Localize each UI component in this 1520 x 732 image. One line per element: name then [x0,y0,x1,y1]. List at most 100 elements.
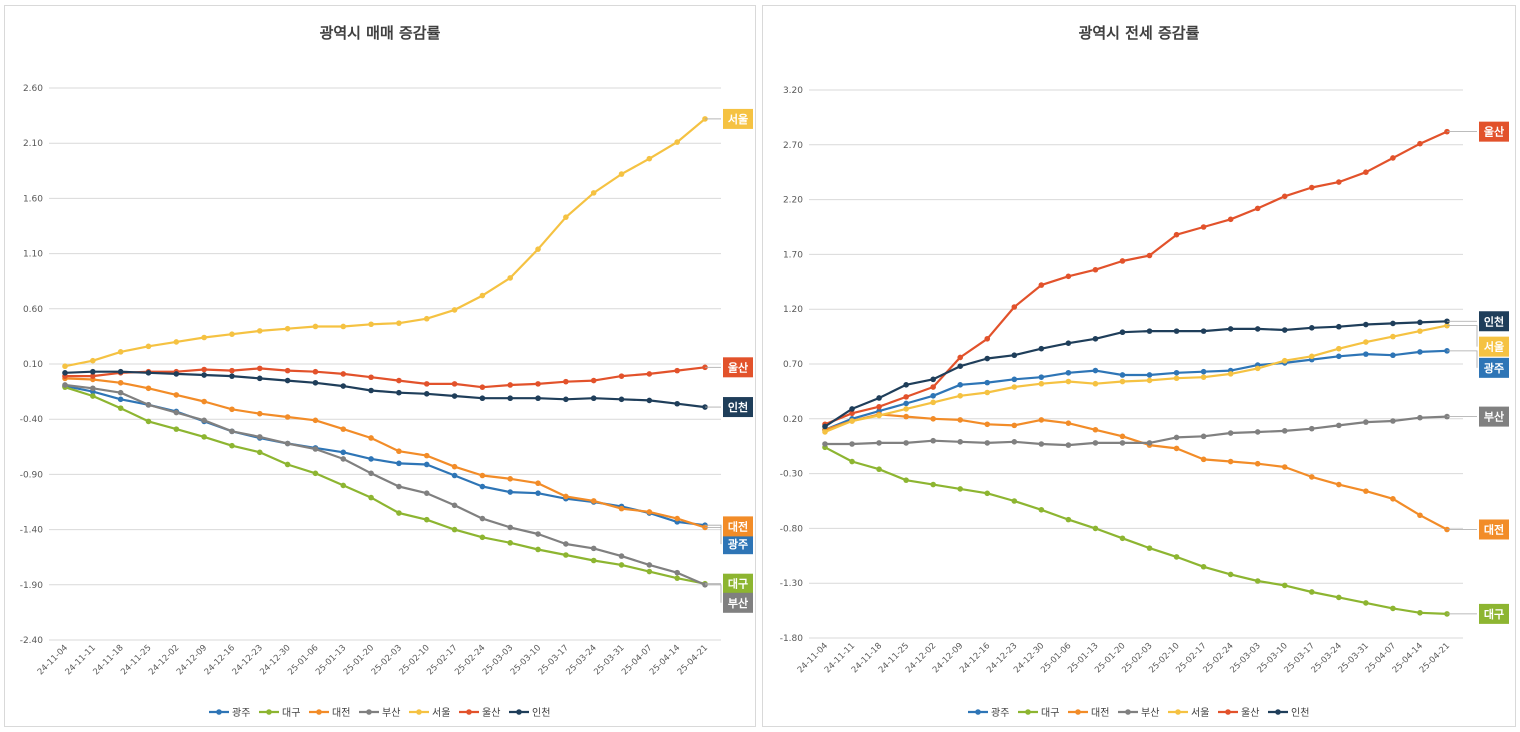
data-point [1390,496,1396,502]
data-point [1173,445,1180,452]
data-point [1308,589,1315,595]
data-point [201,366,207,373]
legend-label: 부산 [382,707,400,719]
data-point [507,540,514,546]
data-point [1119,372,1126,378]
data-point [1119,378,1126,385]
data-point [256,328,263,334]
data-point [312,417,319,424]
data-point [145,385,152,392]
data-point [1227,571,1234,578]
data-point [256,410,263,417]
end-label-box [1479,406,1509,427]
data-point [479,292,486,299]
data-point [1363,600,1369,606]
y-tick-label: -0.40 [20,415,44,425]
data-point [957,439,964,445]
data-point [646,509,653,515]
series-line-부산 [825,415,1448,447]
legend-swatch-marker [1125,709,1131,715]
data-point [507,489,514,495]
data-point [1390,418,1396,424]
data-point [423,461,430,468]
data-point [1336,179,1342,185]
data-point [90,373,96,379]
data-point [1254,429,1261,435]
data-point [903,477,909,483]
y-tick-label: 0.70 [783,360,803,370]
series-line-대전 [64,377,706,529]
end-label-부산: 부산 [728,596,748,610]
data-point [1119,329,1126,336]
data-point [1065,442,1072,448]
data-point [340,426,347,432]
data-point [145,370,152,376]
end-label-광주: 광주 [728,538,748,551]
chart-sale-svg: 광역시 매매 증감률 2.60 2.10 1.60 1.10 0.60 0.10 -0.40 -… [20,24,753,719]
data-point [62,363,68,370]
data-point [1038,282,1045,288]
data-point [312,446,319,452]
data-point [1011,439,1018,445]
data-point [903,382,909,388]
end-label-인천: 인천 [728,400,748,414]
data-point [1227,458,1234,465]
data-point [1308,184,1315,191]
data-point [930,481,936,488]
data-point [930,392,936,399]
data-point [507,382,514,388]
data-point [229,442,235,449]
data-point [423,315,430,322]
data-point [229,428,235,435]
data-point [535,546,541,553]
data-point [876,466,882,473]
data-point [423,381,430,387]
legend-label: 울산 [1241,707,1259,719]
data-point [368,374,374,381]
data-point [1254,205,1261,212]
data-point [312,368,319,375]
data-point [145,418,152,425]
data-point [984,490,991,497]
legend-swatch-marker [1175,709,1181,715]
data-point [1119,258,1126,264]
end-label-box [1479,336,1509,357]
end-label-대전: 대전 [728,519,748,533]
data-point [957,382,964,388]
data-point [340,482,347,489]
data-point [1200,563,1207,570]
data-point [849,441,855,447]
data-point [1200,374,1207,380]
data-point [479,384,486,390]
series-line-부산 [64,383,706,586]
data-point [563,493,569,500]
end-label-box [723,592,753,613]
data-point [1200,456,1207,463]
data-point [1038,506,1045,513]
leader-line [705,584,722,603]
data-point [1417,140,1423,147]
data-point [1092,440,1099,446]
data-point [1092,525,1099,532]
series-line-대전 [824,413,1448,531]
data-point [1200,224,1207,230]
end-label-인천: 인천 [1484,314,1504,328]
data-point [368,387,374,394]
series-line-대구 [824,446,1448,615]
data-point [1092,380,1099,387]
data-point [1038,441,1045,447]
data-point [1092,335,1099,342]
data-point [930,416,936,422]
y-tick-label: 0.10 [23,360,43,370]
data-point [396,377,402,384]
data-point [1173,369,1180,376]
data-point [312,379,319,386]
data-point [90,368,96,375]
data-point [451,393,458,399]
data-point [822,423,828,430]
end-label-대전: 대전 [1484,522,1504,536]
end-label-울산: 울산 [1484,125,1504,139]
y-tick-label: 3.20 [783,86,803,96]
data-point [479,515,486,522]
data-point [1038,345,1045,352]
